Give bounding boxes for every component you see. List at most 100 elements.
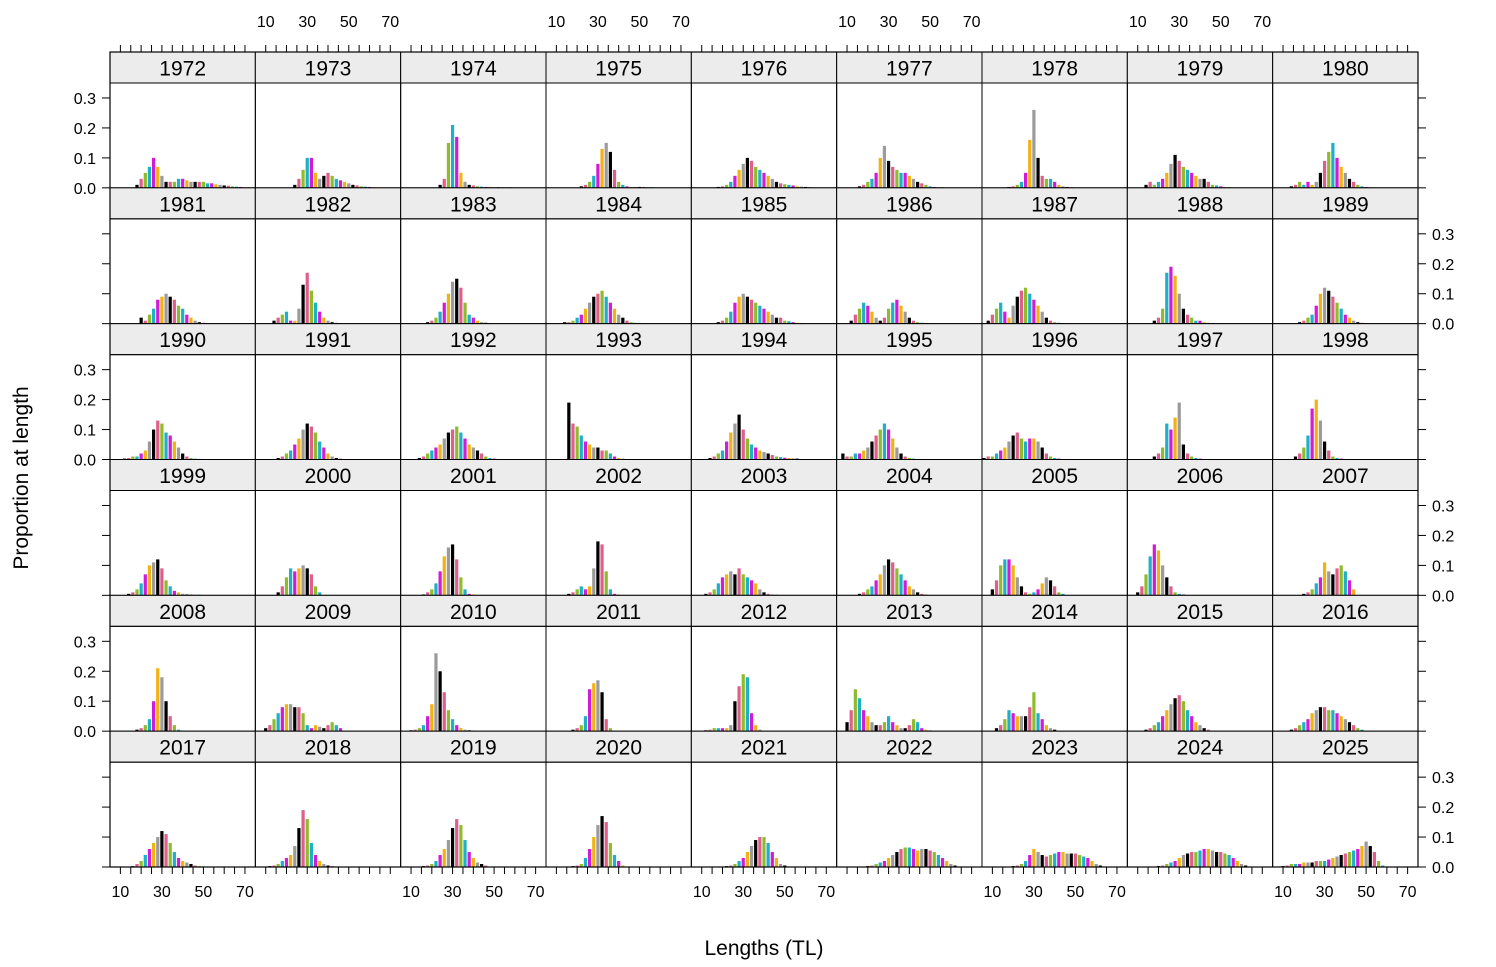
x-tick-label: 30 [880,14,898,31]
strip-label-1974: 1974 [450,58,497,81]
bar-1977-38 [903,172,907,188]
strip-1984 [545,187,692,220]
bar-1975-28 [592,175,596,188]
strip-label-2005: 2005 [1031,465,1078,488]
bar-2005-22 [1015,577,1019,596]
strip-1978 [981,51,1128,84]
bar-1982-18 [280,314,284,324]
bar-2021-42 [766,843,770,867]
bar-1976-32 [745,157,749,188]
bar-1972-30 [160,175,164,188]
bar-2004-24 [874,580,878,596]
bar-2006-30 [1177,593,1181,596]
bar-2013-16 [857,698,862,732]
bar-1973-42 [330,175,334,188]
x-tick-label: 30 [1170,14,1188,31]
x-tick-label: 30 [589,14,607,31]
panel-frame-1978 [981,82,1128,189]
bar-1987-14 [999,302,1003,324]
panel-frame-2000 [254,490,402,596]
panel-1979: 1979 [1126,51,1274,189]
bar-1994-18 [716,453,720,460]
bar-2019-22 [434,861,438,867]
bar-2002-16 [567,593,571,596]
bar-1976-40 [762,172,766,188]
strip-1991 [254,323,402,356]
bar-1991-18 [280,456,284,460]
bar-1980-38 [1339,166,1343,188]
bar-1990-22 [143,450,147,460]
strip-label-2000: 2000 [305,465,352,488]
bar-1976-20 [720,186,725,188]
bar-2007-20 [1302,593,1306,596]
bar-1992-22 [434,447,438,460]
bar-2021-32 [745,852,749,867]
bar-1984-38 [612,308,617,324]
bar-1973-46 [338,180,343,188]
bar-1987-18 [1007,317,1011,324]
bar-2018-40 [326,865,330,867]
x-tick-label: 10 [693,884,711,901]
y-tick-label: 0.0 [74,181,96,198]
panel-1992: 1992 [400,323,547,460]
bar-2024-44 [1206,849,1210,867]
bar-2016-36 [1335,713,1339,732]
bar-1975-32 [600,148,604,188]
bar-1983-24 [438,311,442,324]
panel-2019: 2019 [400,730,547,868]
bar-2016-34 [1331,710,1335,732]
bar-1983-42 [475,320,480,324]
strip-2021 [690,730,838,763]
panel-2020: 2020 [545,730,692,868]
panel-frame-2003 [690,490,838,596]
bar-1994-48 [779,457,783,460]
bar-2000-34 [313,586,318,596]
bar-2025-56 [1376,861,1381,867]
bar-1985-44 [770,314,774,324]
bar-2003-26 [733,574,737,596]
bar-1991-22 [289,450,293,460]
bar-1989-20 [1302,320,1306,324]
panel-frame-2018 [254,761,402,868]
bar-2009-42 [330,722,334,732]
bar-2004-20 [866,589,870,596]
bar-2006-24 [1165,577,1169,596]
bar-1975-42 [621,184,625,188]
strip-label-2011: 2011 [596,601,641,624]
bar-2018-20 [284,858,289,867]
bar-2003-42 [766,593,770,596]
bar-2016-38 [1339,716,1343,732]
bar-1979-14 [1144,184,1148,188]
bar-1980-26 [1314,181,1318,188]
bar-2003-36 [754,583,758,596]
bar-1977-16 [857,186,862,188]
strip-label-2008: 2008 [159,601,206,624]
bar-2004-38 [903,580,907,596]
bar-2022-36 [899,849,903,867]
bar-1993-22 [579,435,583,460]
bar-1994-44 [770,455,774,460]
bar-1977-18 [862,184,866,188]
bar-2023-56 [1086,858,1090,867]
bar-2014-20 [1011,713,1015,732]
bar-1989-18 [1298,322,1302,324]
bar-2016-24 [1310,713,1314,732]
bar-2022-60 [949,864,953,867]
panel-frame-2015 [1126,625,1274,732]
panel-2005: 2005 [981,459,1128,596]
bar-2017-20 [139,861,143,867]
bar-2018-38 [322,864,326,867]
bar-1991-26 [297,438,301,460]
bar-2011-20 [575,728,579,732]
bar-1981-46 [193,320,197,324]
bar-1999-38 [176,592,181,596]
bar-1985-24 [729,311,733,324]
panel-2016: 2016 [1272,594,1419,732]
bar-2012-14 [708,729,712,732]
bar-2014-26 [1023,716,1028,732]
bar-1989-30 [1322,287,1327,324]
panel-1995: 1995 [836,323,983,460]
bar-1974-38 [467,184,471,188]
bar-1981-22 [143,320,147,324]
